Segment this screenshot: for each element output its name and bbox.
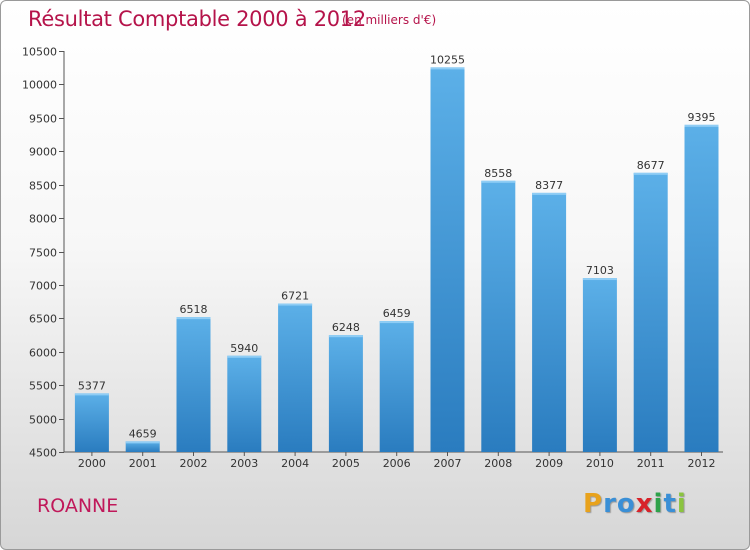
- x-tick-label-2005: 2005: [332, 457, 360, 470]
- logo-letter: i: [653, 489, 664, 519]
- bar-2006[interactable]: [379, 321, 414, 452]
- x-tick-label-2009: 2009: [535, 457, 563, 470]
- y-tick-label: 6500: [29, 313, 57, 326]
- bar-highlight: [582, 278, 617, 281]
- bar-highlight: [328, 335, 363, 338]
- bar-2004[interactable]: [278, 303, 313, 452]
- bar-2005[interactable]: [328, 335, 363, 452]
- bar-2011[interactable]: [633, 172, 668, 453]
- value-label-2008: 8558: [484, 167, 512, 180]
- chart-subtitle: (en milliers d'€): [342, 13, 437, 27]
- bar-2007[interactable]: [430, 67, 465, 452]
- x-tick-label-2007: 2007: [434, 457, 462, 470]
- bar-2001[interactable]: [125, 441, 160, 452]
- x-tick-label-2011: 2011: [637, 457, 665, 470]
- bar-2010[interactable]: [582, 278, 617, 452]
- bar-highlight: [176, 317, 211, 320]
- x-tick-label-2003: 2003: [230, 457, 258, 470]
- y-tick-label: 7500: [29, 247, 57, 260]
- value-label-2007: 10255: [430, 53, 465, 66]
- x-tick-label-2001: 2001: [129, 457, 157, 470]
- bar-2003[interactable]: [227, 355, 262, 452]
- bar-highlight: [379, 321, 414, 324]
- bar-2008[interactable]: [481, 180, 516, 452]
- bar-2002[interactable]: [176, 317, 211, 452]
- value-label-2001: 4659: [129, 427, 157, 440]
- bar-highlight: [481, 180, 516, 183]
- x-tick-label-2004: 2004: [281, 457, 309, 470]
- bar-highlight: [684, 124, 719, 127]
- x-tick-label-2000: 2000: [78, 457, 106, 470]
- y-tick-label: 5500: [29, 380, 57, 393]
- value-label-2000: 5377: [78, 379, 106, 392]
- bar-highlight: [532, 192, 567, 195]
- value-label-2003: 5940: [230, 342, 258, 355]
- y-tick-label: 9500: [29, 113, 57, 126]
- y-tick-label: 10000: [22, 79, 57, 92]
- y-tick-label: 5000: [29, 414, 57, 427]
- value-label-2005: 6248: [332, 321, 360, 334]
- x-tick-label-2010: 2010: [586, 457, 614, 470]
- logo-letter: o: [616, 489, 636, 519]
- logo-letter: i: [676, 489, 687, 519]
- value-label-2012: 9395: [688, 111, 716, 124]
- value-label-2002: 6518: [180, 303, 208, 316]
- y-tick-label: 8000: [29, 213, 57, 226]
- y-tick-label: 10500: [22, 46, 57, 59]
- bar-highlight: [278, 303, 313, 306]
- bar-2012[interactable]: [684, 124, 719, 452]
- y-tick-label: 7000: [29, 280, 57, 293]
- x-tick-label-2008: 2008: [484, 457, 512, 470]
- value-label-2011: 8677: [637, 159, 665, 172]
- x-tick-label-2002: 2002: [180, 457, 208, 470]
- city-name: ROANNE: [37, 495, 119, 517]
- logo-letter: x: [635, 489, 654, 519]
- bar-highlight: [125, 441, 160, 444]
- value-label-2006: 6459: [383, 307, 411, 320]
- value-label-2004: 6721: [281, 290, 309, 303]
- bar-2000[interactable]: [74, 393, 109, 452]
- value-label-2010: 7103: [586, 264, 614, 277]
- x-tick-label-2006: 2006: [383, 457, 411, 470]
- logo-letter: P: [583, 489, 604, 519]
- logo-letter: t: [663, 489, 677, 519]
- x-tick-label-2012: 2012: [688, 457, 716, 470]
- bar-highlight: [633, 172, 668, 175]
- y-tick-label: 4500: [29, 447, 57, 460]
- y-tick-label: 8500: [29, 180, 57, 193]
- bar-highlight: [74, 393, 109, 396]
- logo-letter: r: [603, 489, 617, 519]
- y-tick-label: 9000: [29, 146, 57, 159]
- bar-highlight: [227, 355, 262, 358]
- chart-title: Résultat Comptable 2000 à 2012: [28, 7, 366, 31]
- bar-2009[interactable]: [532, 192, 567, 453]
- value-label-2009: 8377: [535, 179, 563, 192]
- y-tick-label: 6000: [29, 347, 57, 360]
- bar-highlight: [430, 67, 465, 70]
- proxiti-logo[interactable]: Proxiti: [583, 489, 687, 519]
